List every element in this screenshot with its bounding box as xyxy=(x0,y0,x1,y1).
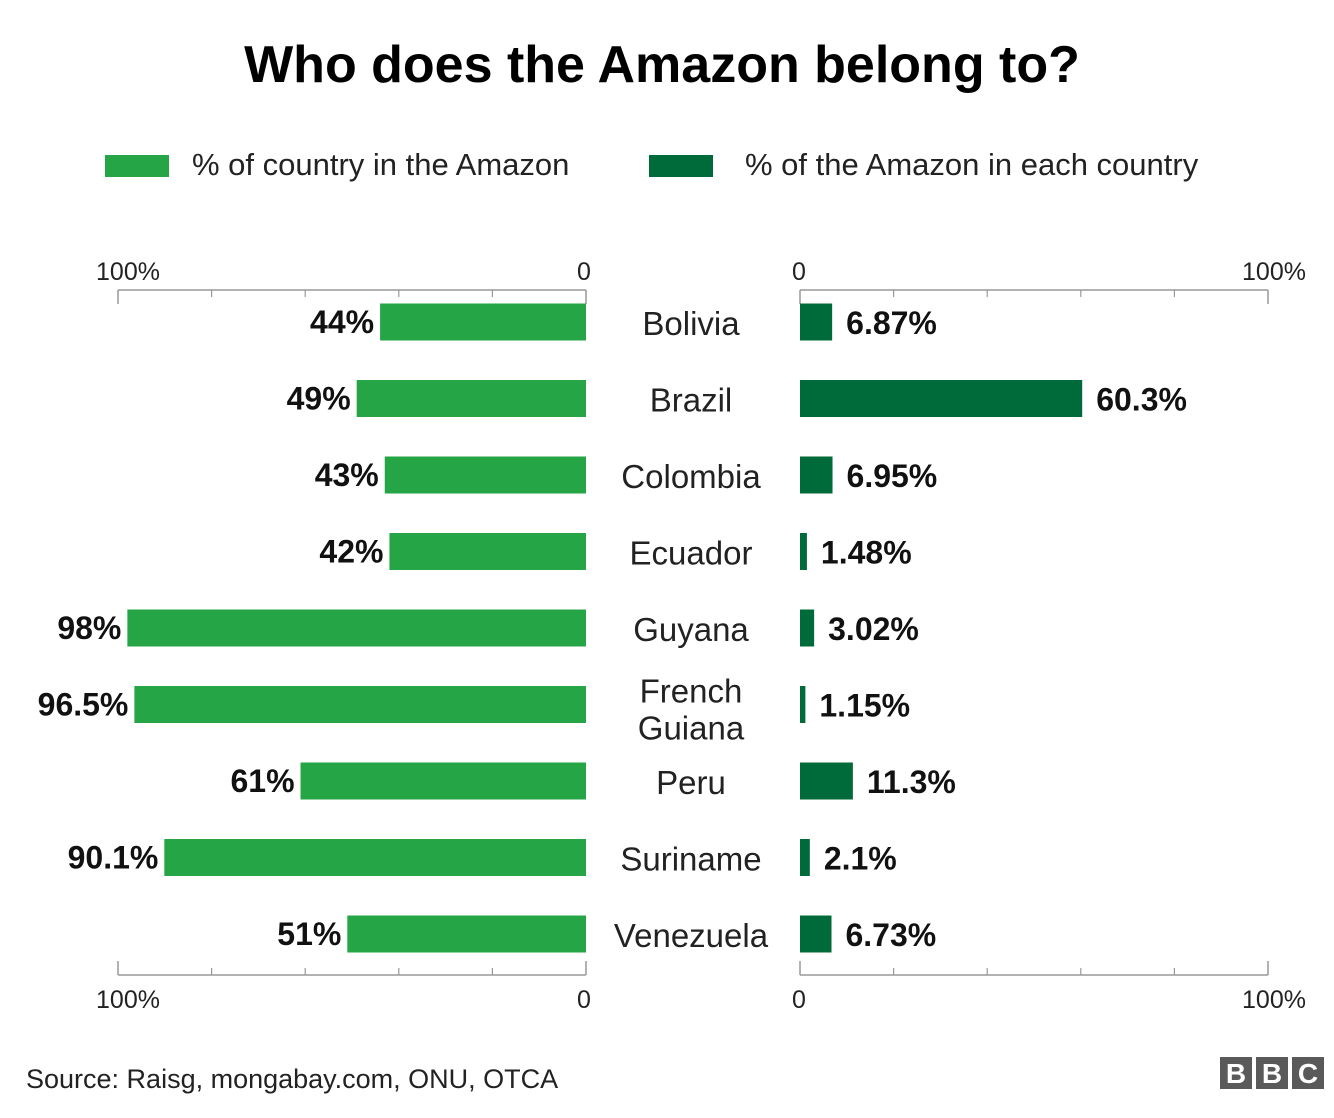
tick-label-min: 0 xyxy=(577,258,591,286)
bar-country-share-suriname xyxy=(164,839,586,876)
country-label-colombia: Colombia xyxy=(621,458,761,495)
bar-amazon-share-peru xyxy=(800,762,853,800)
value-label-amazon-share-brazil: 60.3% xyxy=(1096,382,1187,418)
bar-country-share-french-guiana xyxy=(134,686,586,723)
bar-amazon-share-brazil xyxy=(800,380,1083,417)
legend-label-amazon-share: % of the Amazon in each country xyxy=(745,147,1199,182)
bar-country-share-peru xyxy=(300,762,586,800)
logo-letter: B xyxy=(1262,1058,1282,1089)
value-label-amazon-share-ecuador: 1.48% xyxy=(821,535,912,571)
logo-letter: B xyxy=(1226,1058,1246,1089)
value-label-amazon-share-french-guiana: 1.15% xyxy=(819,688,910,724)
bar-country-share-ecuador xyxy=(389,533,586,570)
bar-country-share-brazil xyxy=(356,380,586,417)
country-label-guyana: Guyana xyxy=(633,611,749,648)
legend-swatch-amazon-share xyxy=(649,155,713,177)
logo-block xyxy=(1292,1057,1324,1089)
value-label-country-share-suriname: 90.1% xyxy=(68,840,159,876)
value-label-country-share-french-guiana: 96.5% xyxy=(38,687,129,723)
value-label-amazon-share-venezuela: 6.73% xyxy=(845,917,936,953)
legend-swatch-country-share xyxy=(105,155,169,177)
chart-title: Who does the Amazon belong to? xyxy=(244,36,1080,94)
bar-amazon-share-ecuador xyxy=(800,533,807,570)
bar-amazon-share-bolivia xyxy=(800,303,833,341)
tick-label-max: 100% xyxy=(1242,986,1306,1014)
bar-country-share-venezuela xyxy=(347,915,586,953)
bar-amazon-share-guyana xyxy=(800,609,815,647)
bar-amazon-share-colombia xyxy=(800,456,833,494)
country-label-ecuador: Ecuador xyxy=(630,535,753,572)
logo-block xyxy=(1220,1057,1252,1089)
value-label-amazon-share-colombia: 6.95% xyxy=(847,458,938,494)
country-label-brazil: Brazil xyxy=(650,382,733,419)
value-label-country-share-colombia: 43% xyxy=(315,457,379,493)
bar-amazon-share-suriname xyxy=(800,839,810,876)
bar-amazon-share-venezuela xyxy=(800,915,832,953)
bar-country-share-guyana xyxy=(127,609,587,647)
country-label-venezuela: Venezuela xyxy=(614,917,769,954)
country-label-suriname: Suriname xyxy=(620,841,761,878)
value-label-amazon-share-guyana: 3.02% xyxy=(828,611,919,647)
tick-label-max: 100% xyxy=(1242,258,1306,286)
country-label-bolivia: Bolivia xyxy=(642,305,740,342)
bar-amazon-share-french-guiana xyxy=(800,686,806,723)
source-note: Source: Raisg, mongabay.com, ONU, OTCA xyxy=(26,1064,558,1094)
country-label-french-guiana: French Guiana xyxy=(638,673,745,747)
value-label-country-share-peru: 61% xyxy=(230,763,294,799)
tick-label-min: 0 xyxy=(577,986,591,1014)
tick-label-min: 0 xyxy=(792,258,806,286)
logo-block xyxy=(1256,1057,1288,1089)
value-label-amazon-share-suriname: 2.1% xyxy=(824,841,897,877)
country-label-peru: Peru xyxy=(656,764,726,801)
value-label-country-share-guyana: 98% xyxy=(57,610,121,646)
tick-label-min: 0 xyxy=(792,986,806,1014)
logo-letter: C xyxy=(1298,1058,1318,1089)
bar-country-share-bolivia xyxy=(380,303,586,341)
bar-country-share-colombia xyxy=(384,456,586,494)
value-label-amazon-share-peru: 11.3% xyxy=(867,764,956,800)
value-label-country-share-ecuador: 42% xyxy=(319,534,383,570)
tick-label-max: 100% xyxy=(96,986,160,1014)
legend-label-country-share: % of country in the Amazon xyxy=(192,147,569,182)
tick-label-max: 100% xyxy=(96,258,160,286)
value-label-country-share-bolivia: 44% xyxy=(310,304,374,340)
value-label-amazon-share-bolivia: 6.87% xyxy=(846,305,937,341)
value-label-country-share-brazil: 49% xyxy=(287,381,351,417)
value-label-country-share-venezuela: 51% xyxy=(277,916,341,952)
